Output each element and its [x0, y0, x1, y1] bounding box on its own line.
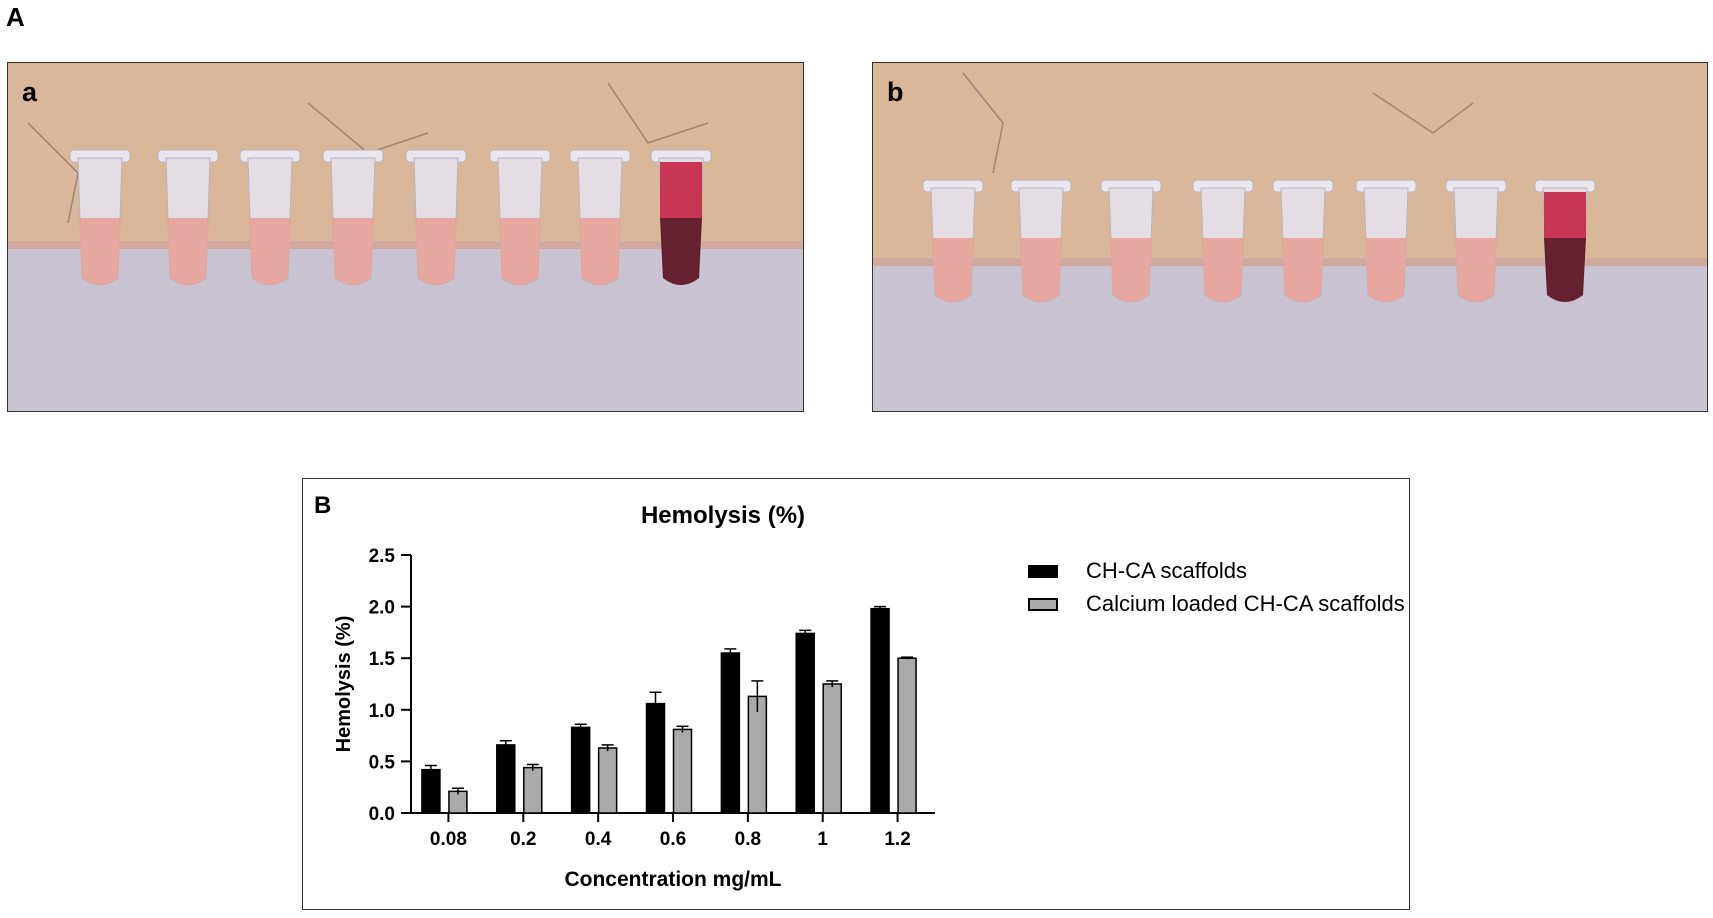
- panel-a-label: A: [6, 2, 25, 32]
- chart-legend: CH-CA scaffolds Calcium loaded CH-CA sca…: [1028, 558, 1406, 624]
- bar-calcium-loaded: [747, 695, 768, 814]
- photo-a-label: a: [22, 77, 38, 107]
- x-tick-label: 1.2: [884, 829, 910, 850]
- x-tick-label: 0.4: [585, 829, 612, 850]
- positive-control-tube: [1534, 179, 1596, 303]
- bar-ch-ca: [570, 726, 591, 814]
- sample-tube: [239, 149, 301, 286]
- x-tick-label: 0.08: [430, 829, 467, 850]
- bar-ch-ca: [795, 632, 815, 814]
- panel-b-label: B: [314, 492, 332, 519]
- photo-a: a: [7, 62, 804, 412]
- y-tick-label: 2.0: [369, 598, 395, 619]
- bar-calcium-loaded: [597, 747, 618, 814]
- sample-tube: [157, 149, 219, 286]
- y-tick-label: 2.5: [369, 546, 396, 567]
- x-tick-label: 0.8: [735, 829, 761, 850]
- x-tick-label: 0.2: [510, 829, 536, 850]
- sample-tube: [1272, 179, 1334, 303]
- bar-calcium-loaded: [448, 790, 468, 814]
- hemolysis-chart: Hemolysis (%) 0.0 0.5 1.0 1.5 2.0 2.5 Hemolysis…: [333, 502, 935, 891]
- bar-calcium-loaded: [672, 728, 693, 814]
- y-tick-label: 1.0: [369, 701, 395, 722]
- sample-tube: [1355, 179, 1417, 303]
- chart-title: Hemolysis (%): [641, 502, 805, 529]
- legend-label-ch-ca: CH-CA scaffolds: [1086, 558, 1247, 583]
- sample-tube: [69, 149, 131, 286]
- bench-edge: [8, 241, 803, 249]
- tube-row-a: [69, 149, 712, 286]
- positive-control-tube: [650, 149, 712, 286]
- photo-b-label: b: [887, 77, 904, 107]
- tube-row-b: [922, 179, 1596, 303]
- bar-ch-ca: [645, 702, 666, 814]
- photo-a-scene: [8, 63, 803, 411]
- sample-tube: [322, 149, 384, 286]
- x-tick-label: 1: [817, 829, 828, 850]
- wall-crack: [607, 82, 709, 144]
- photo-b: b: [872, 62, 1708, 412]
- sample-tube: [1192, 179, 1254, 303]
- bar-calcium-loaded: [523, 766, 543, 814]
- wall-crack: [1372, 92, 1474, 134]
- legend-swatch-calcium-loaded: [1028, 598, 1058, 611]
- bar-ch-ca: [496, 744, 516, 814]
- y-tick-label: 0.0: [369, 804, 395, 825]
- x-tick-label: 0.6: [660, 829, 686, 850]
- bar-ch-ca: [870, 607, 890, 814]
- bar-ch-ca: [720, 652, 741, 814]
- y-tick-label: 0.5: [369, 752, 396, 773]
- sample-tube: [1445, 179, 1507, 303]
- legend-label-calcium-loaded: Calcium loaded CH-CA scaffolds: [1086, 591, 1405, 616]
- legend-item-calcium-loaded: Calcium loaded CH-CA scaffolds: [1028, 591, 1406, 616]
- bar-calcium-loaded: [822, 683, 842, 814]
- bar-calcium-loaded: [897, 657, 917, 814]
- wall-crack: [962, 72, 1004, 174]
- x-axis-label: Concentration mg/mL: [564, 868, 781, 891]
- legend-swatch-ch-ca: [1028, 565, 1058, 578]
- chart-panel: Hemolysis (%) 0.0 0.5 1.0 1.5 2.0 2.5 Hemolysis…: [302, 478, 1410, 910]
- sample-tube: [1010, 179, 1072, 303]
- legend-item-ch-ca: CH-CA scaffolds: [1028, 558, 1406, 583]
- sample-tube: [569, 149, 631, 286]
- sample-tube: [489, 149, 551, 286]
- sample-tube: [405, 149, 467, 286]
- sample-tube: [1100, 179, 1162, 303]
- y-axis-label: Hemolysis (%): [333, 616, 355, 753]
- sample-tube: [922, 179, 984, 303]
- photo-b-scene: [873, 63, 1707, 411]
- y-tick-label: 1.5: [369, 649, 396, 670]
- bar-ch-ca: [421, 768, 441, 814]
